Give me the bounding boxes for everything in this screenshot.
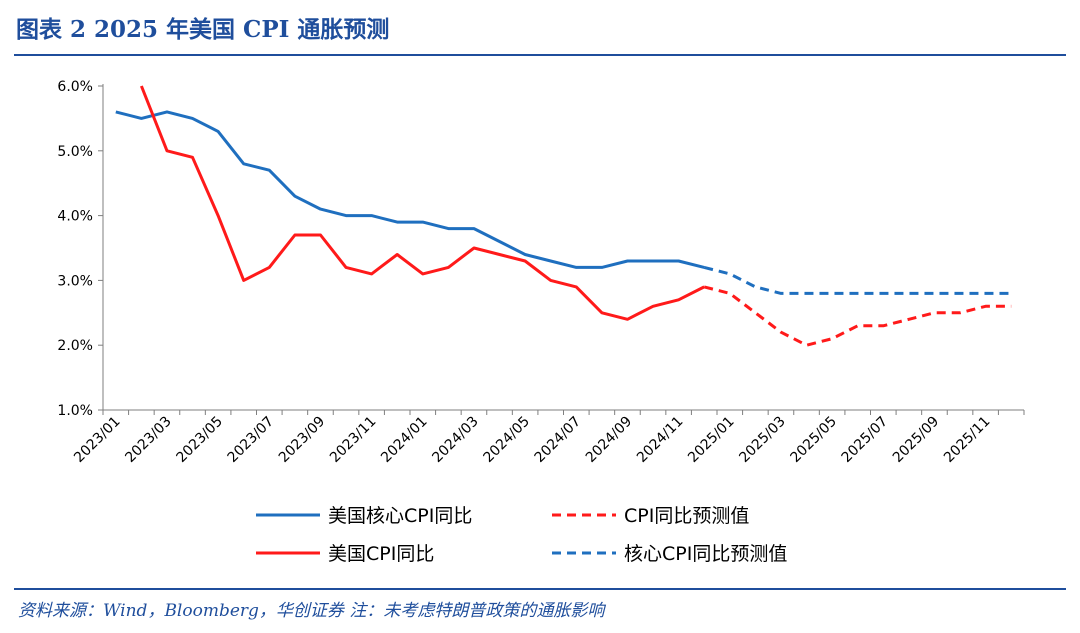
series-line-1 xyxy=(140,85,705,321)
x-tick-label: 2024/07 xyxy=(532,414,584,466)
x-tick-label: 2023/09 xyxy=(276,414,328,466)
series-line-0 xyxy=(115,110,705,269)
x-tick-label: 2025/11 xyxy=(941,414,993,466)
series-line-2 xyxy=(703,285,1012,347)
x-tick-label: 2024/05 xyxy=(481,414,533,466)
y-tick-label: 3.0% xyxy=(57,273,93,289)
x-tick-label: 2025/01 xyxy=(685,414,737,466)
y-tick-label: 5.0% xyxy=(57,144,93,160)
x-tick-label: 2025/07 xyxy=(839,414,891,466)
x-tick-label: 2023/05 xyxy=(174,414,226,466)
y-tick-label: 2.0% xyxy=(57,338,93,354)
y-tick-label: 1.0% xyxy=(57,403,93,419)
y-tick-label: 4.0% xyxy=(57,209,93,225)
chart-series xyxy=(115,85,1012,347)
x-tick-label: 2024/09 xyxy=(583,414,635,466)
legend-label: CPI同比预测值 xyxy=(624,505,749,527)
x-tick-label: 2023/11 xyxy=(327,414,379,466)
x-tick-label: 2023/01 xyxy=(71,414,123,466)
bottom-rule xyxy=(14,588,1066,590)
source-note: 资料来源：Wind，Bloomberg，华创证券 注：未考虑特朗普政策的通胀影响 xyxy=(18,601,605,621)
x-tick-label: 2023/03 xyxy=(122,414,174,466)
top-rule xyxy=(14,54,1066,56)
x-tick-label: 2024/03 xyxy=(429,414,481,466)
x-tick-label: 2025/03 xyxy=(736,414,788,466)
x-tick-label: 2025/05 xyxy=(788,414,840,466)
y-tick-label: 6.0% xyxy=(57,79,93,95)
legend-label: 核心CPI同比预测值 xyxy=(624,543,787,565)
series-line-3 xyxy=(703,265,1012,295)
legend-label: 美国CPI同比 xyxy=(328,543,434,565)
x-tick-label: 2023/07 xyxy=(225,414,277,466)
x-tick-label: 2024/11 xyxy=(634,414,686,466)
figure-title: 图表 2 2025 年美国 CPI 通胀预测 xyxy=(16,16,390,43)
legend-label: 美国核心CPI同比 xyxy=(328,505,472,527)
x-tick-label: 2025/09 xyxy=(890,414,942,466)
x-tick-label: 2024/01 xyxy=(378,414,430,466)
